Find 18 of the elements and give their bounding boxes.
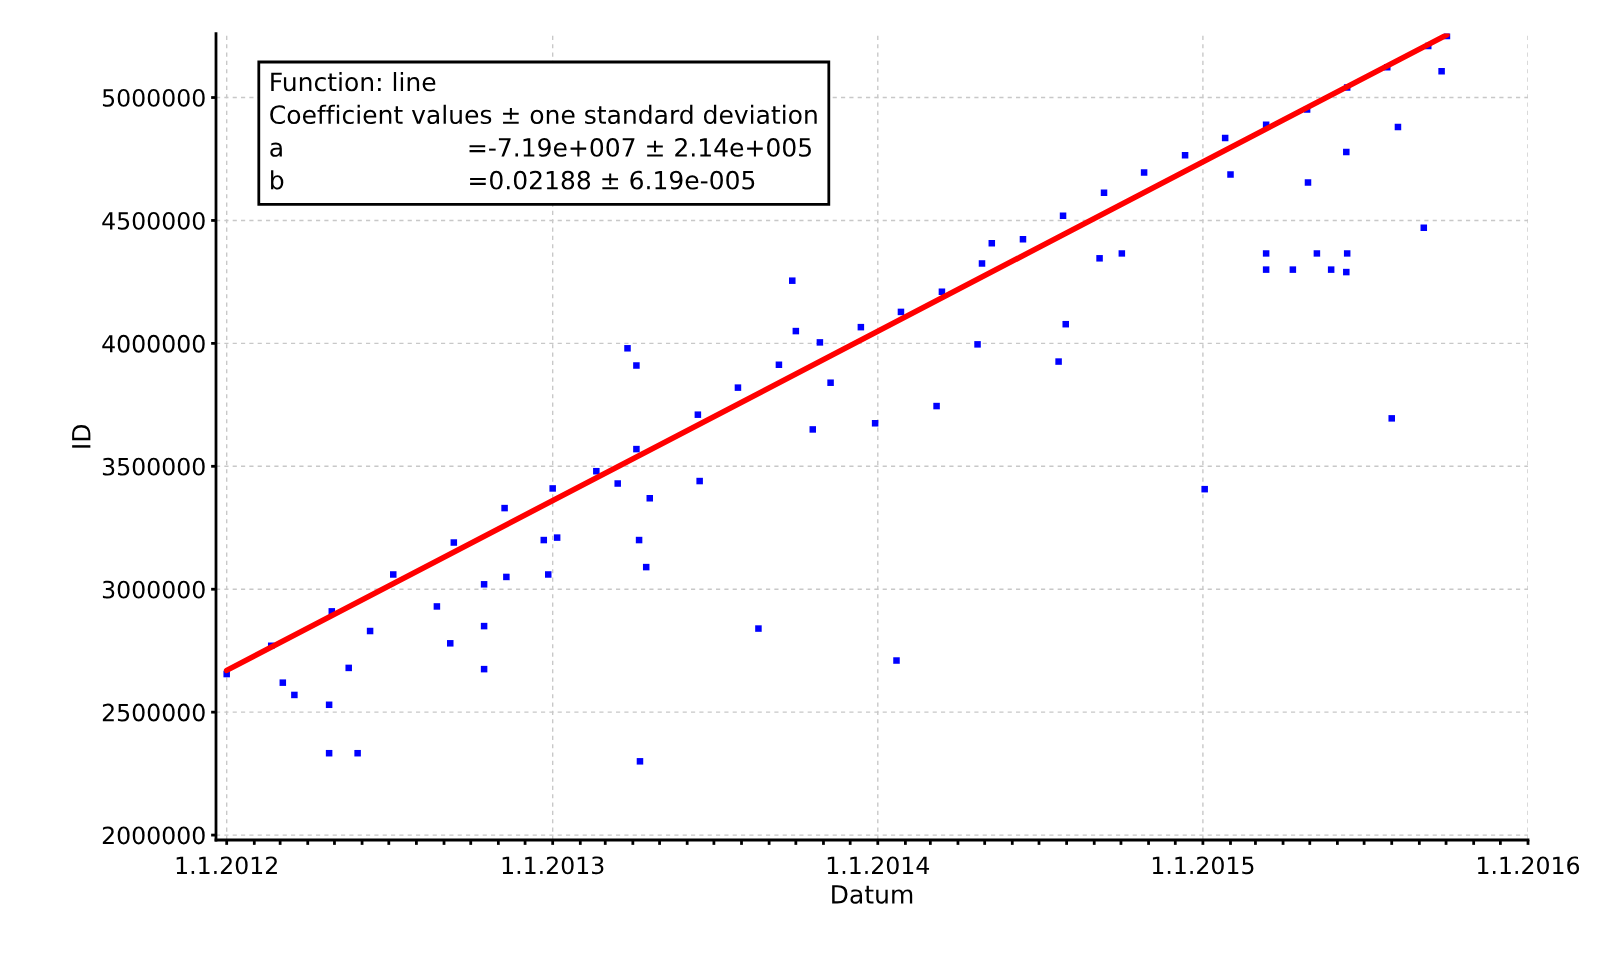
x-tick-label: 1.1.2016 (1478, 856, 1580, 875)
annotation: b =0.02188 ± 6.19e-005 (271, 170, 755, 190)
y-tick-label: 2000000 (102, 826, 205, 845)
annotation: Function: line (271, 72, 436, 92)
x-tick-label: 1.1.2014 (827, 856, 930, 875)
y-tick-label: 2500000 (102, 703, 205, 722)
x-tick-label: 1.1.2012 (176, 856, 277, 875)
x-tick-label: 1.1.2015 (1152, 856, 1254, 875)
x-tick-label: 1.1.2013 (502, 856, 604, 875)
y-tick-label: 3500000 (102, 457, 205, 476)
y-tick-label: 4000000 (102, 334, 205, 353)
annotation: a =-7.19e+007 ± 2.14e+005 (270, 137, 811, 157)
y-tick-label: 3000000 (102, 580, 205, 599)
annotation: Coefficient values ± one standard deviation (270, 104, 817, 125)
x-axis-title: Datum (832, 885, 913, 904)
y-axis-title: ID (72, 424, 91, 448)
y-tick-label: 5000000 (102, 88, 205, 107)
y-tick-label: 4500000 (102, 211, 205, 230)
